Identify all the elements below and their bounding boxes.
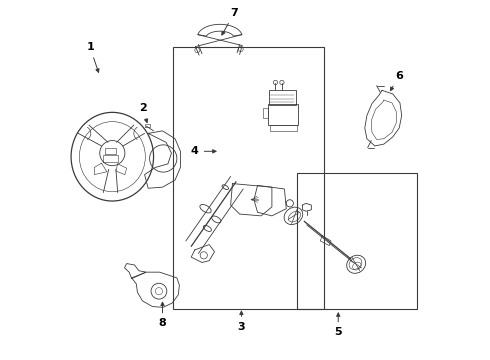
Text: 1: 1 xyxy=(86,42,99,72)
Bar xyxy=(263,108,269,118)
Text: 6: 6 xyxy=(391,71,403,91)
Bar xyxy=(270,125,297,131)
Text: 8: 8 xyxy=(159,302,167,328)
Bar xyxy=(173,47,324,309)
Text: 7: 7 xyxy=(222,8,238,35)
Text: 2: 2 xyxy=(139,103,147,122)
Bar xyxy=(268,104,298,126)
Bar xyxy=(269,90,296,105)
Text: 4: 4 xyxy=(191,146,216,156)
Text: 5: 5 xyxy=(335,313,342,337)
Bar xyxy=(297,173,417,309)
Text: 3: 3 xyxy=(238,311,245,332)
